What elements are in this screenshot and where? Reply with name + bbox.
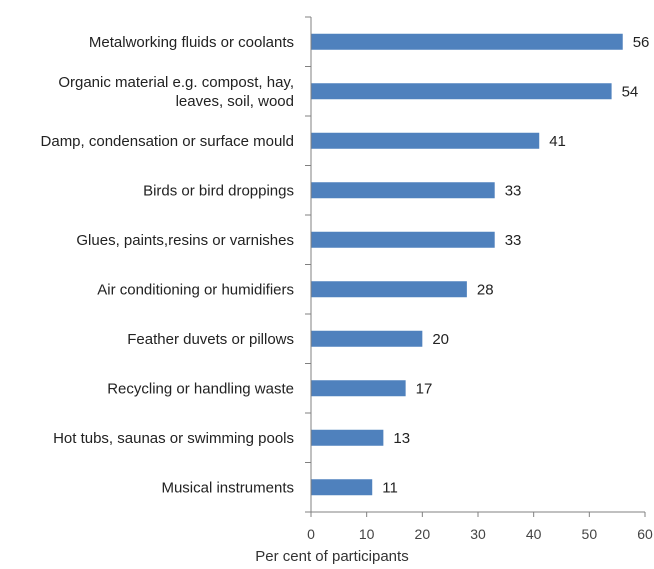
x-tick-label-0: 0: [307, 526, 315, 542]
bar-3: [311, 182, 495, 199]
category-label-5: Air conditioning or humidifiers: [97, 281, 294, 298]
value-label-7: 17: [416, 380, 433, 397]
category-label-1: Organic material e.g. compost, hay, leave…: [58, 74, 294, 110]
bar-7: [311, 380, 406, 397]
category-label-2: Damp, condensation or surface mould: [41, 133, 294, 150]
x-tick-label-1: 10: [359, 526, 375, 542]
category-label-8: Hot tubs, saunas or swimming pools: [53, 430, 294, 447]
value-labels: 56 54 41 33 33 28 20 17 13 11: [382, 34, 649, 497]
category-label-6: Feather duvets or pillows: [127, 331, 294, 348]
value-label-1: 54: [622, 83, 639, 100]
x-axis-title: Per cent of participants: [255, 548, 408, 565]
bar-2: [311, 132, 540, 149]
bar-1: [311, 83, 612, 100]
bar-4: [311, 231, 495, 248]
category-label-3: Birds or bird droppings: [143, 182, 294, 199]
category-labels: Metalworking fluids or coolants Organic m…: [41, 34, 294, 497]
x-tick-label-3: 30: [470, 526, 486, 542]
value-label-3: 33: [505, 182, 522, 199]
value-label-6: 20: [432, 331, 449, 348]
bar-8: [311, 429, 384, 446]
category-label-0: Metalworking fluids or coolants: [89, 34, 294, 51]
bar-6: [311, 330, 423, 347]
x-tick-label-4: 40: [526, 526, 542, 542]
x-tick-label-6: 60: [637, 526, 653, 542]
x-tick-label-2: 20: [415, 526, 431, 542]
value-label-9: 11: [382, 479, 398, 496]
value-label-4: 33: [505, 232, 522, 249]
bar-9: [311, 479, 373, 496]
category-label-7: Recycling or handling waste: [107, 380, 294, 397]
y-axis-ticks: [305, 16, 311, 513]
category-label-9: Musical instruments: [161, 479, 294, 496]
value-label-2: 41: [549, 133, 566, 150]
x-tick-label-5: 50: [582, 526, 598, 542]
bar-0: [311, 33, 623, 50]
value-label-0: 56: [633, 34, 650, 51]
category-label-4: Glues, paints,resins or varnishes: [76, 232, 294, 249]
value-label-8: 13: [393, 430, 410, 447]
bar-5: [311, 281, 467, 298]
value-label-5: 28: [477, 281, 494, 298]
x-axis-ticks: 0 10 20 30 40 50 60: [307, 512, 653, 542]
bars-group: [311, 33, 623, 496]
